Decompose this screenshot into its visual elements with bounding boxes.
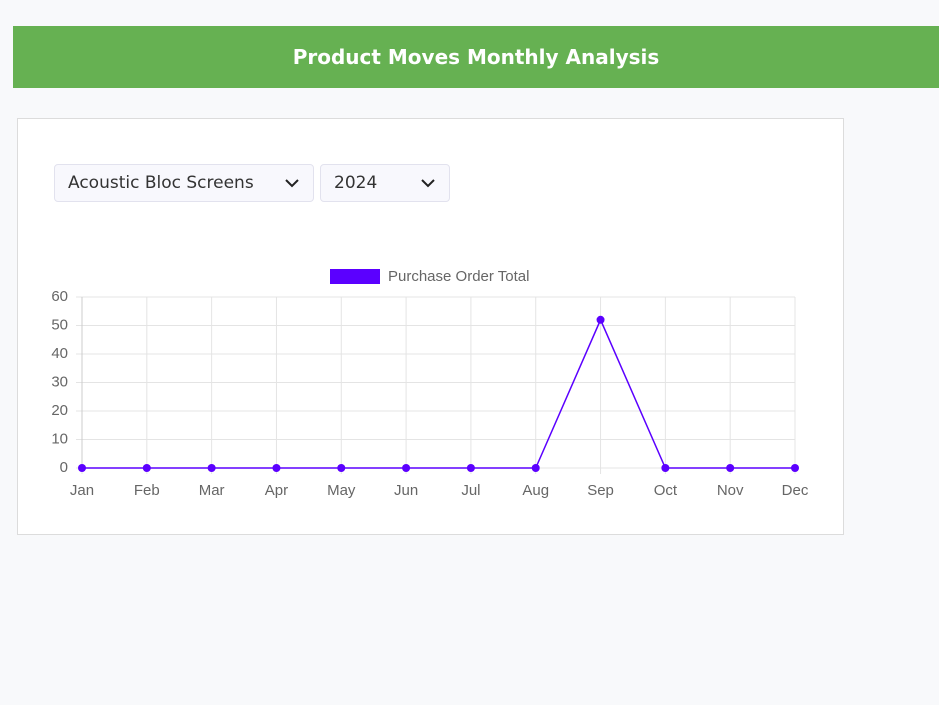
series-line <box>82 317 795 469</box>
y-tick-label: 0 <box>60 459 68 476</box>
data-point <box>272 464 281 472</box>
x-tick-label: May <box>327 482 356 499</box>
data-point <box>531 464 540 472</box>
product-select[interactable]: Acoustic Bloc Screens <box>54 164 314 202</box>
x-tick-label: Oct <box>654 482 678 499</box>
y-tick-label: 20 <box>51 402 68 419</box>
data-point <box>142 464 151 472</box>
data-point <box>207 464 216 472</box>
year-select[interactable]: 2024 <box>320 164 450 202</box>
x-tick-label: Mar <box>199 482 225 499</box>
x-tick-label: Jul <box>461 482 480 499</box>
data-point <box>726 464 735 472</box>
x-tick-label: Jun <box>394 482 418 499</box>
y-tick-label: 10 <box>51 430 68 447</box>
x-tick-label: Dec <box>782 482 809 499</box>
x-tick-label: Apr <box>265 482 288 499</box>
x-tick-label: Sep <box>587 482 614 499</box>
x-tick-label: Jan <box>70 482 94 499</box>
data-point <box>791 464 799 472</box>
y-tick-label: 50 <box>51 316 68 333</box>
header: Product Moves Monthly Analysis <box>13 26 939 88</box>
chevron <box>421 179 435 188</box>
data-point <box>402 464 411 472</box>
y-tick-label: 40 <box>51 345 68 362</box>
x-tick-label: Nov <box>717 482 744 499</box>
year-select-text: 2024 <box>334 173 378 193</box>
data-point <box>661 464 670 472</box>
header-title: Product Moves Monthly Analysis <box>292 45 660 69</box>
x-tick-label: Aug <box>522 482 549 499</box>
y-tick-label: 30 <box>51 373 68 390</box>
product-select-text: Acoustic Bloc Screens <box>68 173 254 193</box>
y-tick-label: 60 <box>51 288 68 305</box>
chevron <box>285 179 299 188</box>
legend-swatch <box>330 269 380 284</box>
data-point <box>337 464 346 472</box>
legend-label: Purchase Order Total <box>388 268 529 285</box>
x-tick-label: Feb <box>134 482 160 499</box>
data-point <box>466 464 475 472</box>
data-point <box>78 464 86 472</box>
data-point <box>596 315 605 324</box>
